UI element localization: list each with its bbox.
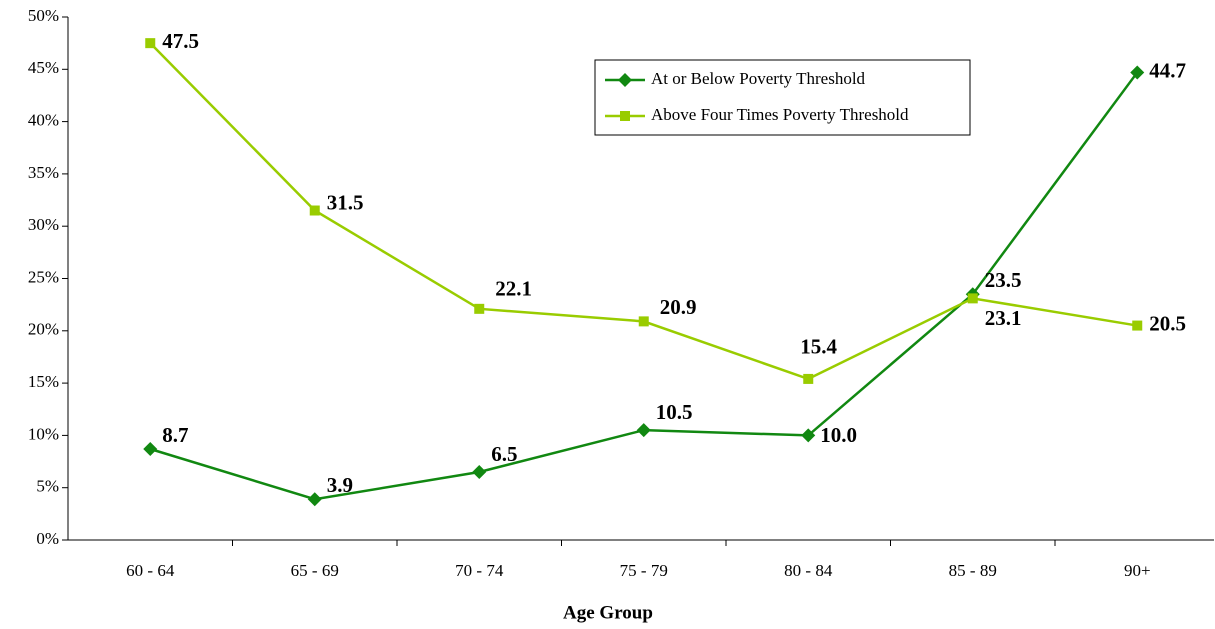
marker xyxy=(803,373,814,384)
x-tick-label: 85 - 89 xyxy=(949,561,997,580)
x-tick-label: 65 - 69 xyxy=(291,561,339,580)
data-label: 8.7 xyxy=(162,423,188,447)
y-tick-label: 50% xyxy=(28,6,59,25)
y-tick-label: 40% xyxy=(28,111,59,130)
marker xyxy=(801,428,816,443)
y-tick-label: 30% xyxy=(28,215,59,234)
x-tick-label: 75 - 79 xyxy=(620,561,668,580)
x-tick-label: 90+ xyxy=(1124,561,1151,580)
data-label: 22.1 xyxy=(495,277,532,301)
marker xyxy=(307,492,322,507)
data-label: 20.9 xyxy=(660,295,697,319)
data-label: 44.7 xyxy=(1149,58,1186,82)
legend-box xyxy=(594,59,971,136)
marker xyxy=(638,316,649,327)
marker xyxy=(620,111,630,121)
marker xyxy=(1132,320,1143,331)
marker xyxy=(967,293,978,304)
data-label: 15.4 xyxy=(800,335,837,359)
data-label: 23.5 xyxy=(985,268,1022,292)
y-tick-label: 20% xyxy=(28,320,59,339)
marker xyxy=(474,303,485,314)
data-label: 23.1 xyxy=(985,306,1022,330)
y-tick-label: 45% xyxy=(28,58,59,77)
data-label: 20.5 xyxy=(1149,311,1186,335)
x-axis-label: Age Group xyxy=(563,602,653,623)
y-tick-label: 15% xyxy=(28,372,59,391)
marker xyxy=(143,441,158,456)
marker xyxy=(1130,65,1145,80)
data-label: 10.5 xyxy=(656,400,693,424)
marker xyxy=(618,73,632,87)
x-tick-label: 80 - 84 xyxy=(784,561,833,580)
x-tick-label: 60 - 64 xyxy=(126,561,175,580)
y-tick-label: 0% xyxy=(36,529,59,548)
y-tick-label: 25% xyxy=(28,267,59,286)
data-label: 10.0 xyxy=(820,423,857,447)
data-label: 6.5 xyxy=(491,442,517,466)
marker xyxy=(309,205,320,216)
marker xyxy=(636,423,651,438)
legend-label: Above Four Times Poverty Threshold xyxy=(651,105,909,124)
y-tick-label: 10% xyxy=(28,424,59,443)
data-label: 47.5 xyxy=(162,29,199,53)
y-tick-label: 35% xyxy=(28,163,59,182)
data-label: 3.9 xyxy=(327,473,353,497)
data-label: 31.5 xyxy=(327,190,364,214)
marker xyxy=(472,465,487,480)
x-tick-label: 70 - 74 xyxy=(455,561,504,580)
marker xyxy=(145,38,156,49)
y-tick-label: 5% xyxy=(36,477,59,496)
legend-label: At or Below Poverty Threshold xyxy=(651,69,866,88)
